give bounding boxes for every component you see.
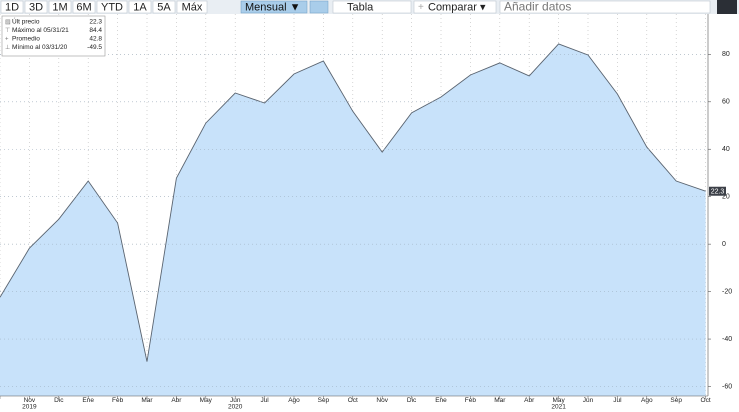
x-tick-label: Feb xyxy=(465,397,477,404)
x-tick-label: Abr xyxy=(524,397,535,404)
add-data-label: Añadir datos xyxy=(504,0,571,14)
blank-button[interactable] xyxy=(309,0,329,14)
x-tick-label: Oct xyxy=(348,397,358,404)
legend-marker: ▨ xyxy=(5,20,11,26)
area xyxy=(0,43,706,397)
period-label: Máx xyxy=(182,1,203,13)
x-tick-label: Feb xyxy=(112,397,124,404)
compare-button[interactable] xyxy=(413,0,497,14)
x-tick-label: Dic xyxy=(54,397,64,404)
period-button[interactable] xyxy=(0,0,24,14)
period-button[interactable] xyxy=(48,0,72,14)
legend-value: -49.5 xyxy=(87,44,102,51)
legend-label: Mínimo al 03/31/20 xyxy=(12,44,68,51)
x-tick-label: May xyxy=(552,397,565,404)
legend-marker: ⊤ xyxy=(5,27,10,34)
line xyxy=(0,43,706,362)
x-year-label: 2021 xyxy=(551,404,566,411)
x-tick-label: Jun xyxy=(230,397,241,404)
period-label: 5A xyxy=(157,1,171,13)
legend-label: Promedio xyxy=(12,36,40,43)
y-tick-label: -20 xyxy=(722,288,732,295)
x-tick-label: Nov xyxy=(24,397,36,404)
legend-value: 42.8 xyxy=(89,36,102,43)
table-label: Tabla xyxy=(347,1,374,13)
table-button[interactable] xyxy=(332,0,412,14)
y-tick-label: 60 xyxy=(722,99,730,106)
export-button[interactable] xyxy=(717,0,737,14)
x-tick-label: Abr xyxy=(171,397,182,404)
x-tick-label: Ene xyxy=(435,397,447,404)
last-value-label: 22.3 xyxy=(711,188,725,195)
add-data-input[interactable] xyxy=(499,0,711,14)
y-tick-label: -60 xyxy=(722,383,732,390)
y-tick-label: 80 xyxy=(722,51,730,58)
legend-label: Máximo al 05/31/21 xyxy=(12,27,69,34)
legend-value: 22.3 xyxy=(89,19,102,26)
period-label: 3D xyxy=(29,1,43,13)
period-label: 1M xyxy=(52,1,67,13)
legend-marker: + xyxy=(5,37,9,43)
frequency-button[interactable] xyxy=(240,0,308,14)
x-tick-label: May xyxy=(200,397,213,404)
compare-icon: + xyxy=(418,2,424,13)
last-value-box xyxy=(709,186,726,196)
period-label: YTD xyxy=(101,1,123,13)
toolbar-buttons: 1D 3D 1M 6M YTD 1A 5A Máx Mensual ▼ Tabla + Compara… xyxy=(0,0,737,14)
legend-box xyxy=(1,15,106,57)
period-button[interactable] xyxy=(72,0,96,14)
x-tick-label: Nov xyxy=(376,397,388,404)
x-tick-label: Mar xyxy=(141,397,153,404)
y-tick-label: 40 xyxy=(722,146,730,153)
x-tick-label: Sep xyxy=(318,397,330,404)
x-tick-label: Dic xyxy=(407,397,417,404)
period-label: 1D xyxy=(5,1,19,13)
x-tick-label: Oct xyxy=(701,397,711,404)
x-tick-label: Ene xyxy=(82,397,94,404)
x-tick-label: Sep xyxy=(670,397,682,404)
y-axis-area xyxy=(708,14,739,396)
x-tick-label: Ago xyxy=(288,397,300,404)
x-tick-label: Mar xyxy=(494,397,506,404)
y-tick-label: 0 xyxy=(722,241,726,248)
x-year-label: 2019 xyxy=(22,404,37,411)
x-year-label: 2020 xyxy=(228,404,243,411)
period-button[interactable] xyxy=(176,0,208,14)
period-button[interactable] xyxy=(128,0,152,14)
period-label: 6M xyxy=(76,1,91,13)
x-tick-label: Jun xyxy=(583,397,594,404)
x-tick-label: Ago xyxy=(641,397,653,404)
period-button[interactable] xyxy=(152,0,176,14)
legend-label: Últ precio xyxy=(12,17,40,26)
compare-label: Comparar ▾ xyxy=(428,1,486,13)
y-tick-label: 20 xyxy=(722,194,730,201)
period-label: 1A xyxy=(133,1,147,13)
x-tick-label: Jul xyxy=(613,397,622,404)
period-button[interactable] xyxy=(96,0,128,14)
legend-marker: ⊥ xyxy=(5,44,10,51)
y-tick-label: -40 xyxy=(722,336,732,343)
legend-value: 84.4 xyxy=(89,27,102,34)
x-tick-label: Jul xyxy=(260,397,269,404)
period-button[interactable] xyxy=(24,0,48,14)
frequency-label: Mensual ▼ xyxy=(245,1,301,13)
